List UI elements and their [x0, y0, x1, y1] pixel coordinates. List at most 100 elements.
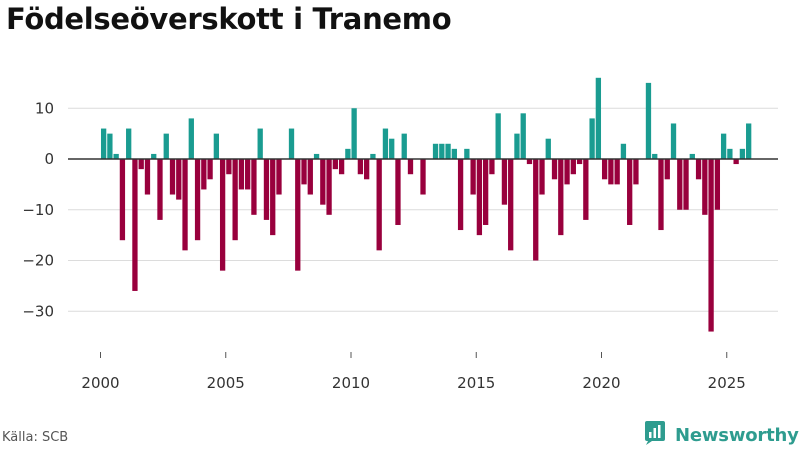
bar	[708, 159, 714, 332]
bar	[338, 159, 345, 175]
bar	[495, 113, 501, 159]
bar	[727, 148, 733, 159]
bar-chart: 10 0 −10 −20 −30 2000 2005 2010 2015 2020 2025	[22, 77, 778, 392]
bar	[457, 159, 464, 231]
bar	[489, 159, 495, 175]
bar	[370, 153, 376, 159]
bar	[589, 118, 595, 159]
bar	[126, 128, 132, 159]
bar	[470, 159, 476, 195]
bar	[627, 159, 633, 225]
bar	[357, 159, 364, 175]
bar	[689, 153, 695, 159]
bar	[301, 159, 307, 185]
bar	[307, 159, 313, 195]
bar	[658, 159, 664, 231]
bar	[251, 159, 257, 215]
bar	[219, 159, 226, 271]
bar	[520, 113, 526, 159]
bar	[332, 159, 338, 170]
bar	[389, 138, 395, 159]
bar	[245, 159, 251, 190]
bar	[169, 159, 176, 195]
bar	[539, 159, 545, 195]
bar	[182, 159, 188, 251]
bar	[664, 159, 670, 180]
bar	[733, 159, 739, 165]
bar	[107, 133, 113, 160]
axis-layer: 10 0 −10 −20 −30 2000 2005 2010 2015 2020 2025	[22, 99, 778, 392]
bar	[514, 133, 520, 160]
brand-logo[interactable]: Newsworthy	[643, 420, 799, 450]
bar	[608, 159, 614, 185]
bar	[702, 159, 708, 215]
x-tick-label: 2000	[81, 374, 119, 392]
bar	[320, 159, 326, 205]
bar	[683, 159, 689, 210]
bar	[739, 148, 746, 159]
bar	[482, 159, 489, 225]
bar	[232, 159, 238, 241]
x-tick-label: 2020	[582, 374, 620, 392]
bar	[238, 159, 245, 190]
bar	[695, 159, 702, 180]
y-tick-label: −20	[22, 252, 54, 270]
bar	[451, 148, 457, 159]
bar	[551, 159, 558, 180]
x-tick-label: 2010	[332, 374, 370, 392]
chart-title: Födelseöverskott i Tranemo	[6, 2, 452, 36]
x-tick-label: 2005	[207, 374, 245, 392]
bar	[633, 159, 639, 185]
source-credit: Källa: SCB	[2, 430, 69, 445]
bar	[558, 159, 564, 236]
bar	[570, 159, 576, 175]
bar	[351, 108, 357, 159]
bar-series	[100, 77, 752, 332]
bar	[545, 138, 551, 159]
x-tick-label: 2015	[457, 374, 495, 392]
bar	[645, 82, 652, 160]
bar	[132, 159, 138, 291]
bar	[207, 159, 213, 180]
bar	[677, 159, 683, 210]
bar	[439, 143, 445, 159]
bar	[652, 153, 658, 159]
bar	[564, 159, 570, 185]
bar	[163, 133, 169, 160]
bar	[670, 123, 677, 159]
bar	[313, 153, 320, 159]
bar	[295, 159, 301, 271]
bar	[382, 128, 389, 159]
y-tick-label: 0	[44, 150, 54, 168]
bar	[464, 148, 470, 159]
bar	[364, 159, 370, 180]
bar	[720, 133, 727, 160]
bar	[601, 159, 608, 180]
bar	[595, 77, 602, 159]
bar	[508, 159, 514, 251]
bar	[345, 148, 351, 159]
bar	[201, 159, 207, 190]
bar	[376, 159, 382, 251]
bar	[151, 153, 157, 159]
bar	[113, 153, 119, 159]
bar	[746, 123, 752, 159]
bar	[476, 159, 483, 236]
bar	[257, 128, 263, 159]
bar	[326, 159, 332, 215]
bar	[157, 159, 163, 220]
bar	[194, 159, 201, 241]
bar	[620, 143, 627, 159]
y-tick-label: −30	[22, 302, 54, 320]
bar	[533, 159, 539, 261]
bar	[288, 128, 295, 159]
bar	[583, 159, 589, 220]
brand-name: Newsworthy	[675, 424, 799, 446]
bar	[501, 159, 508, 205]
bar	[263, 159, 270, 220]
bar	[226, 159, 232, 175]
bar	[445, 143, 451, 159]
y-tick-label: −10	[22, 201, 54, 219]
y-tick-label: 10	[35, 99, 54, 117]
bar	[576, 159, 583, 165]
